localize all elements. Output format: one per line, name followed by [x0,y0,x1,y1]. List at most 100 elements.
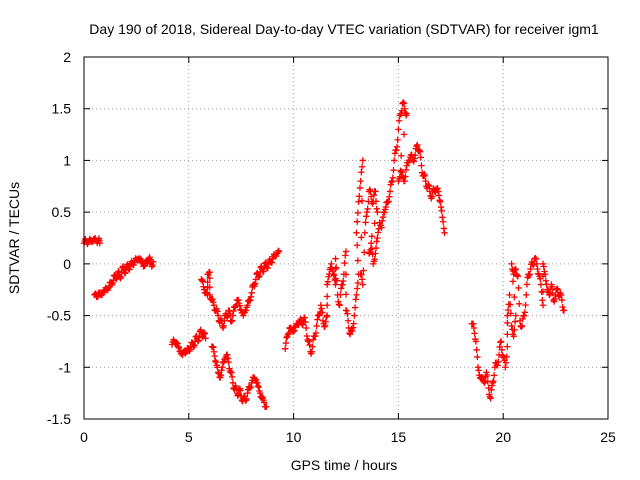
data-point [321,322,329,330]
data-point [263,403,270,410]
data-point [504,319,511,327]
data-point [353,218,361,225]
data-point [354,279,362,287]
data-point [540,263,547,270]
data-point [393,143,401,150]
data-point [220,322,227,330]
data-point [337,285,345,292]
data-point [145,255,153,262]
data-point [479,374,487,381]
data-point [371,220,378,227]
data-point [194,338,202,345]
data-point [302,324,310,332]
data-point [352,296,359,303]
data-point [254,382,262,390]
data-point [313,322,320,330]
data-point [218,367,225,374]
data-point [332,255,339,262]
data-point [512,312,519,319]
data-point [367,239,375,247]
y-axis-label: SDTVAR / TECUs [6,182,22,294]
data-point [388,177,396,185]
data-point [240,312,247,319]
data-point [402,166,410,173]
data-point [422,177,429,185]
data-point [475,367,482,374]
data-point [328,260,335,268]
data-point [210,298,217,306]
data-point [359,157,366,164]
data-point [353,229,360,237]
data-point [357,177,364,185]
data-point [441,229,448,237]
data-point [358,197,366,205]
data-point [395,126,402,133]
x-tick-label: 10 [286,429,302,445]
data-point [330,272,338,279]
data-point [483,371,491,379]
data-point [268,259,276,266]
data-point [558,296,566,304]
data-point [519,315,526,323]
data-point [244,389,251,397]
data-point [502,364,509,371]
data-point [504,331,511,338]
data-point [367,246,374,253]
data-point [200,283,207,290]
x-tick-label: 25 [600,429,616,445]
data-point [369,251,376,258]
data-point [560,307,568,314]
chart-title: Day 190 of 2018, Sidereal Day-to-day VTE… [89,21,599,37]
data-point [379,217,386,225]
data-point [228,318,235,325]
data-point [379,214,387,221]
data-point [337,291,344,298]
data-point [302,318,309,326]
data-point [511,318,519,325]
data-point [415,147,422,155]
data-point [397,152,405,159]
data-point [312,332,319,340]
y-tick-label: 2 [63,49,71,65]
y-tick-label: 1 [63,152,71,168]
data-point [354,257,362,264]
data-point [206,283,213,291]
data-point [532,255,540,263]
data-point [312,329,320,337]
data-point [372,244,380,252]
y-tick-label: 0 [63,256,71,272]
data-point [363,208,371,216]
data-point [333,264,340,271]
data-point [362,219,369,226]
data-point [539,297,546,304]
data-point [115,268,122,275]
data-point [318,305,325,312]
data-point [254,379,261,387]
data-point [351,312,358,319]
data-point [403,110,410,118]
data-point [530,261,537,269]
data-point [206,268,213,276]
data-point [330,271,337,278]
data-point [364,205,371,213]
data-point [521,309,529,316]
y-tick-labels: -1.5 -1 -0.5 0 0.5 1 1.5 2 [47,49,71,427]
data-point [502,359,510,366]
data-point [256,389,264,397]
data-point [221,317,228,324]
data-point [130,261,137,269]
data-point [395,117,403,124]
data-point [511,266,519,273]
data-point [119,264,126,271]
data-point [282,339,290,347]
series-seg5 [208,343,270,410]
data-point [175,343,182,350]
data-point [527,265,534,273]
x-tick-labels: 0 5 10 15 20 25 [80,429,616,445]
y-tick-label: -1.5 [47,411,71,427]
data-point [484,378,492,385]
series-seg4 [198,247,283,331]
data-point [342,252,349,259]
data-point [198,277,206,284]
data-point [386,193,393,201]
